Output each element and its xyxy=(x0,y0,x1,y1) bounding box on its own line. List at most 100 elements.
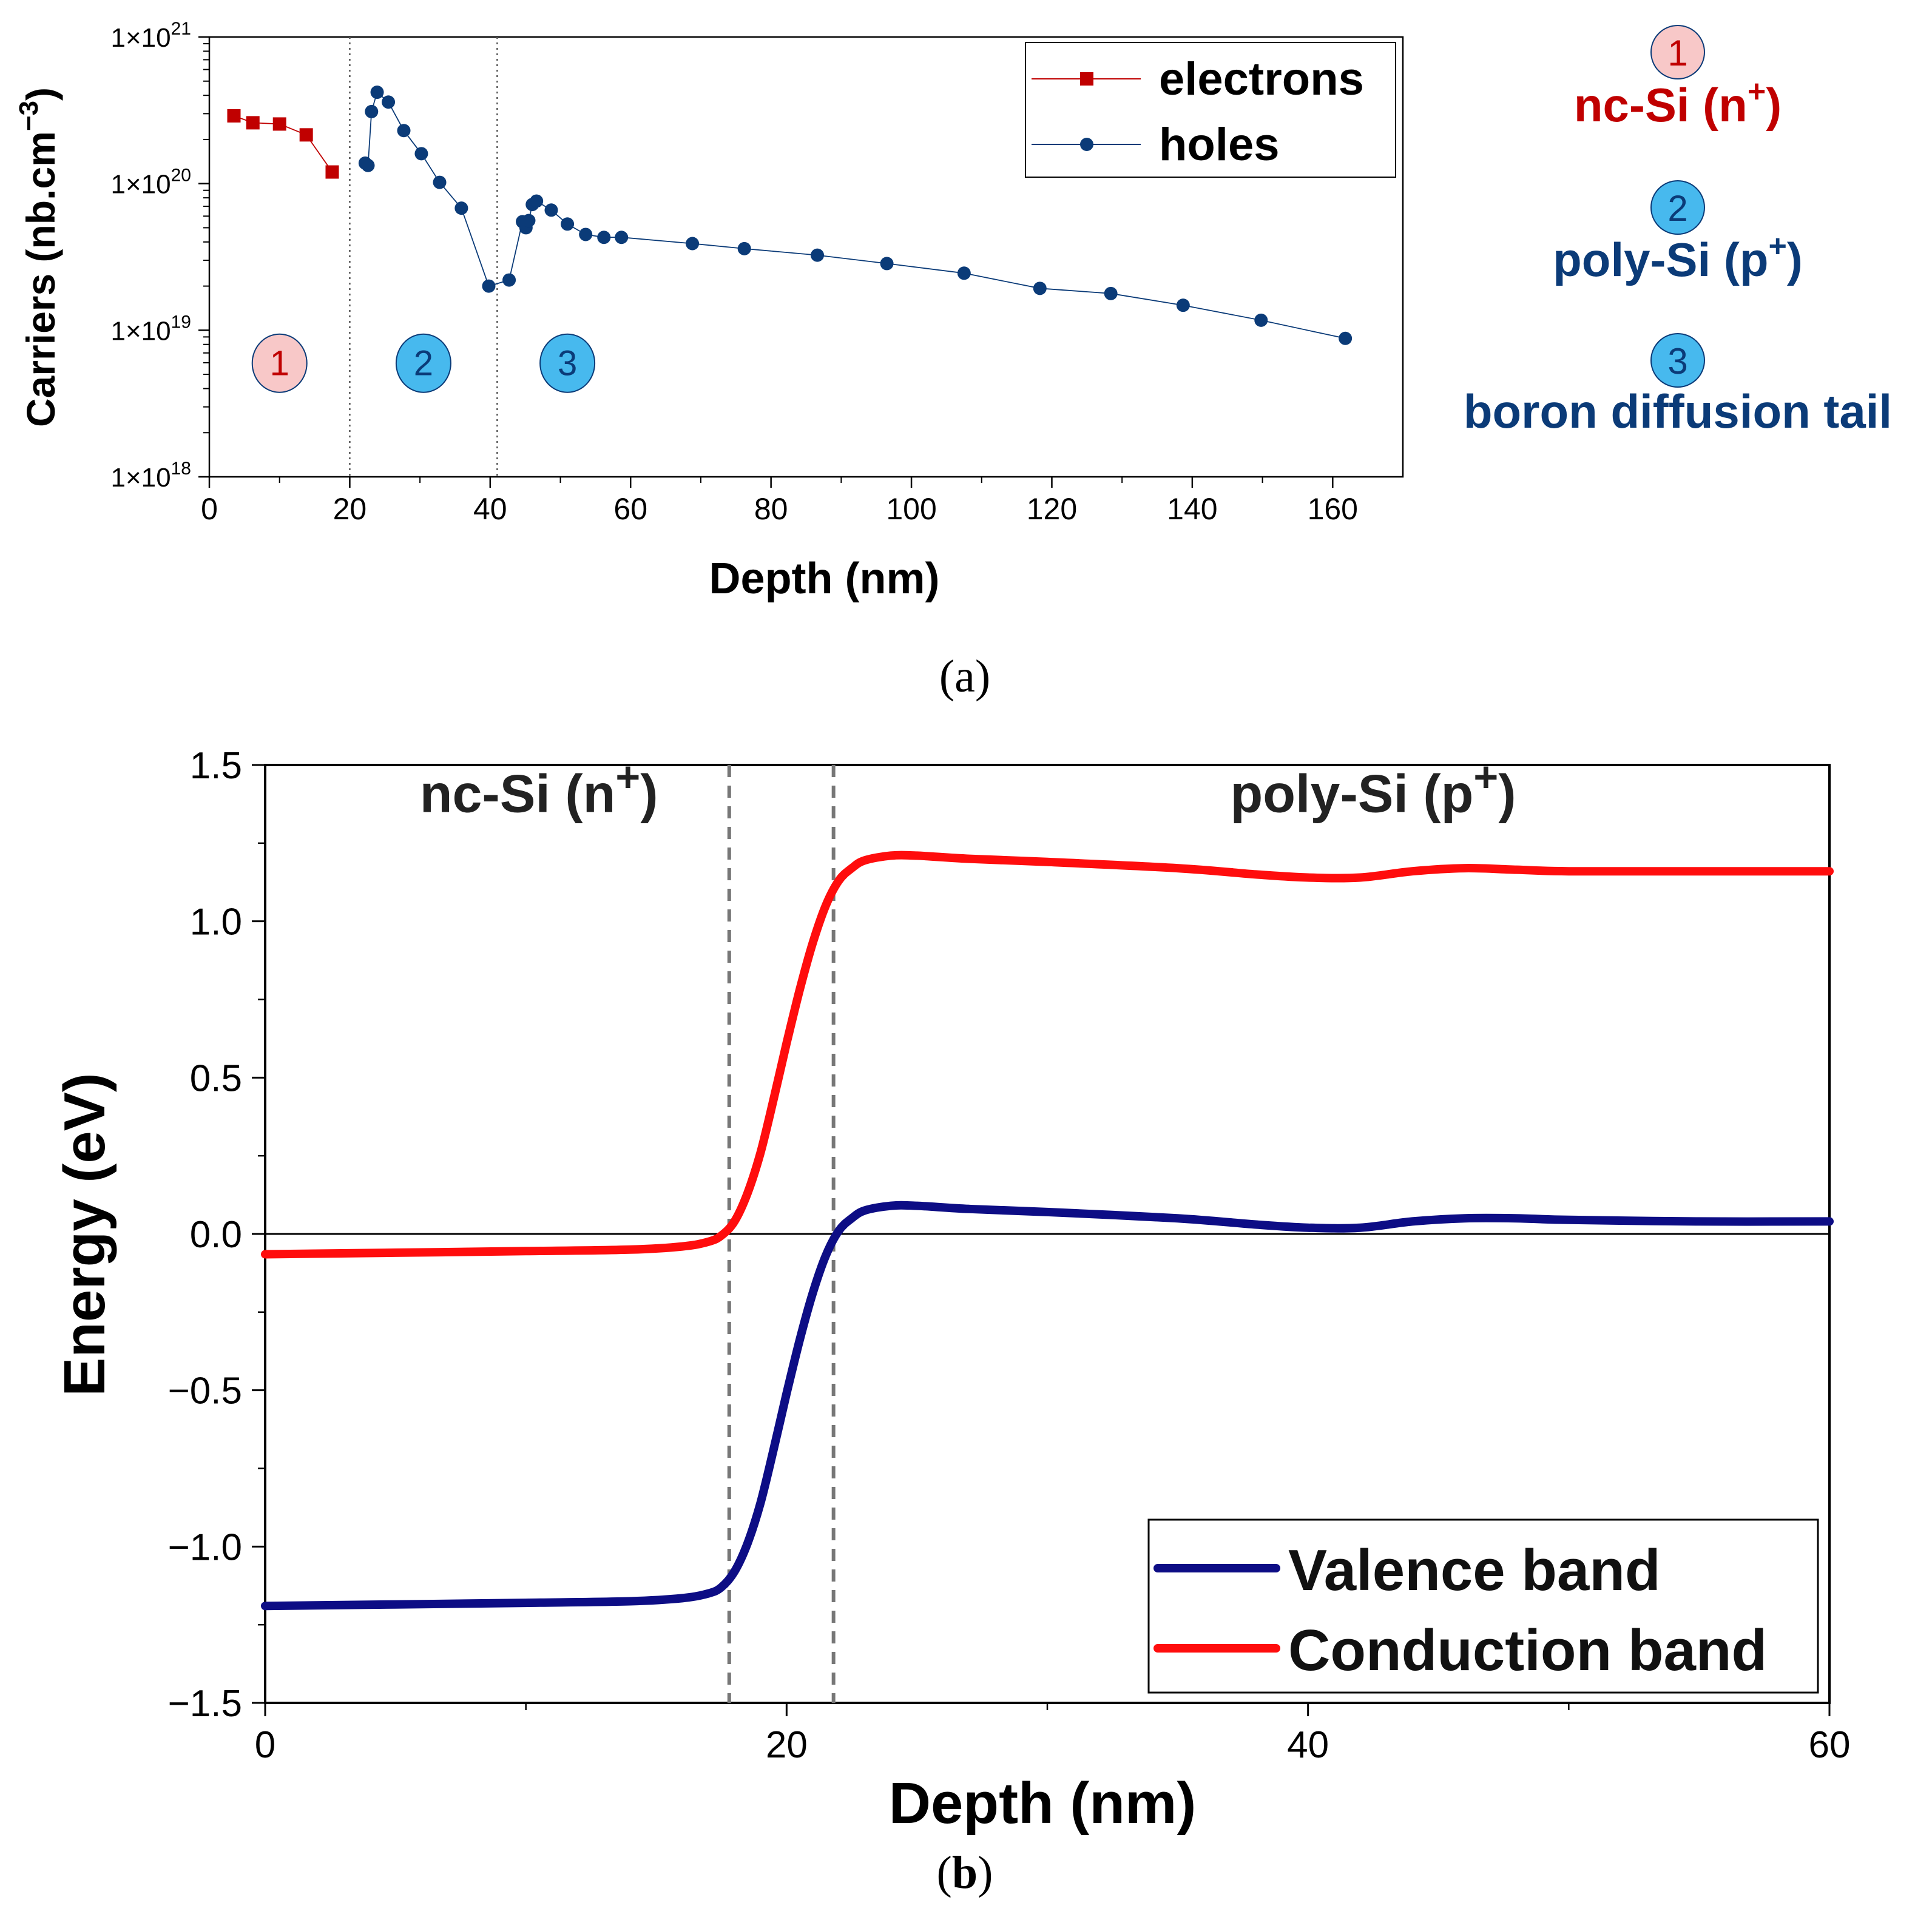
side-legend-badge-1 xyxy=(1650,25,1705,79)
x-tick-label-a-6: 120 xyxy=(1027,492,1077,526)
marker-electrons xyxy=(272,117,286,131)
marker-holes xyxy=(522,214,536,227)
y-tick-label-b-3: 0.0 xyxy=(190,1214,242,1256)
caption-letter: b xyxy=(952,1847,978,1898)
region-label-close: ) xyxy=(640,763,658,823)
marker-holes xyxy=(397,124,411,138)
legend-marker-holes xyxy=(1080,138,1093,151)
side-legend-text-1: nc-Si (n+) xyxy=(1574,74,1782,132)
x-tick-label-b-2: 40 xyxy=(1287,1724,1329,1766)
x-tick-label-b-1: 20 xyxy=(766,1724,808,1766)
legend-box-b xyxy=(1147,1518,1819,1694)
region-badge-label-3: 3 xyxy=(558,344,577,383)
side-legend-sup: + xyxy=(1768,229,1786,264)
region-label-main: nc-Si (n xyxy=(420,763,616,823)
x-tick-label-b-0: 0 xyxy=(255,1724,275,1766)
marker-holes xyxy=(361,158,375,172)
chart-a: 0 20 40 60 80 100 120 140 1601×10181×10191×10201… xyxy=(14,19,1892,702)
y-tick-label-a-0: 1×1018 xyxy=(111,459,191,493)
x-axis-label-a: Depth (nm) xyxy=(709,554,940,603)
marker-holes xyxy=(811,248,825,262)
y-tick-label-b-1: 1.0 xyxy=(190,901,242,943)
x-tick-label-a-1: 20 xyxy=(333,492,367,526)
x-axis-label-b: Depth (nm) xyxy=(889,1771,1197,1836)
y-tick-base: 1×10 xyxy=(111,316,171,346)
caption-paren: ( xyxy=(937,1847,952,1898)
y-tick-label-a-3: 1×1021 xyxy=(111,19,191,53)
x-tick-label-a-0: 0 xyxy=(201,492,218,526)
side-legend-number-3: 3 xyxy=(1667,341,1687,382)
marker-holes xyxy=(502,273,516,287)
y-tick-exponent: 19 xyxy=(171,312,191,332)
caption-paren: ) xyxy=(978,1847,993,1898)
side-legend-text-2: poly-Si (p+) xyxy=(1553,229,1803,286)
series-curve-conduction-band xyxy=(261,851,1834,1259)
region-badge-label-1: 1 xyxy=(270,344,289,383)
y-tick-base: 1×10 xyxy=(111,170,171,200)
marker-holes xyxy=(1104,286,1118,300)
marker-holes xyxy=(365,104,379,118)
y-axis-label-close: ) xyxy=(18,87,63,101)
marker-holes xyxy=(382,95,396,109)
y-tick-base: 1×10 xyxy=(111,23,171,53)
region-badge-1 xyxy=(251,333,308,393)
y-axis-label-exponent: −3 xyxy=(14,101,44,131)
region-badge-label-2: 2 xyxy=(414,344,433,383)
marker-holes xyxy=(686,237,700,251)
legend-label-b-0: Valence band xyxy=(1288,1538,1661,1603)
marker-holes xyxy=(615,231,629,244)
caption-b: (b) xyxy=(937,1847,993,1898)
marker-holes xyxy=(482,279,496,293)
y-tick-label-a-1: 1×1019 xyxy=(111,312,191,346)
marker-holes xyxy=(1033,281,1047,295)
x-tick-label-a-8: 160 xyxy=(1308,492,1358,526)
side-legend-close: ) xyxy=(1766,78,1782,132)
marker-holes xyxy=(1176,298,1190,312)
marker-electrons xyxy=(246,116,260,130)
y-tick-label-b-5: −1.0 xyxy=(168,1526,242,1568)
caption-a: (a) xyxy=(939,651,990,702)
region-badge-2 xyxy=(395,333,451,393)
marker-holes xyxy=(414,147,428,161)
side-legend-close: ) xyxy=(1787,233,1803,286)
legend-label-holes: holes xyxy=(1159,119,1280,170)
series-curve-valence-band xyxy=(261,1201,1834,1611)
y-tick-exponent: 20 xyxy=(171,166,191,186)
y-tick-exponent: 18 xyxy=(171,459,191,479)
marker-holes xyxy=(1254,313,1268,327)
legend-label-b-1: Conduction band xyxy=(1288,1618,1767,1683)
side-legend-main: boron diffusion tail xyxy=(1464,385,1892,438)
marker-holes xyxy=(737,241,751,255)
marker-holes xyxy=(880,257,894,271)
marker-holes xyxy=(370,86,384,99)
marker-holes xyxy=(579,227,593,241)
side-legend-main: poly-Si (p xyxy=(1553,233,1768,286)
y-tick-label-a-2: 1×1020 xyxy=(111,166,191,200)
x-tick-label-b-3: 60 xyxy=(1809,1724,1851,1766)
marker-electrons xyxy=(227,109,241,123)
x-tick-label-a-2: 40 xyxy=(473,492,507,526)
y-tick-exponent: 21 xyxy=(171,19,191,39)
region-label-sup: + xyxy=(615,753,640,800)
y-tick-label-b-0: 1.5 xyxy=(190,745,242,787)
legend-marker-electrons xyxy=(1080,72,1093,86)
side-legend-number-2: 2 xyxy=(1667,188,1687,229)
marker-holes xyxy=(597,231,611,244)
marker-holes xyxy=(561,217,575,231)
region-badge-3 xyxy=(539,333,596,393)
marker-holes xyxy=(433,175,447,189)
region-label-close: ) xyxy=(1498,763,1516,823)
region-label-b-1: poly-Si (p+) xyxy=(1231,753,1516,823)
x-tick-label-a-4: 80 xyxy=(754,492,788,526)
side-legend-text-3: boron diffusion tail xyxy=(1464,385,1892,438)
plot-frame-a xyxy=(208,36,1404,478)
chart-b: 0 20 40 60 1.5 1.0 0.5 0.0 −0.5 −1.0 −1.5 Depth (nm… xyxy=(52,745,1850,1898)
marker-holes xyxy=(544,203,558,217)
side-legend-badge-2 xyxy=(1650,180,1705,235)
region-label-main: poly-Si (p xyxy=(1231,763,1474,823)
y-tick-label-b-4: −0.5 xyxy=(168,1370,242,1412)
side-legend-badge-3 xyxy=(1650,333,1705,388)
marker-electrons xyxy=(299,128,313,142)
y-axis-label-b: Energy (eV) xyxy=(52,1073,117,1396)
region-label-sup: + xyxy=(1473,753,1498,800)
